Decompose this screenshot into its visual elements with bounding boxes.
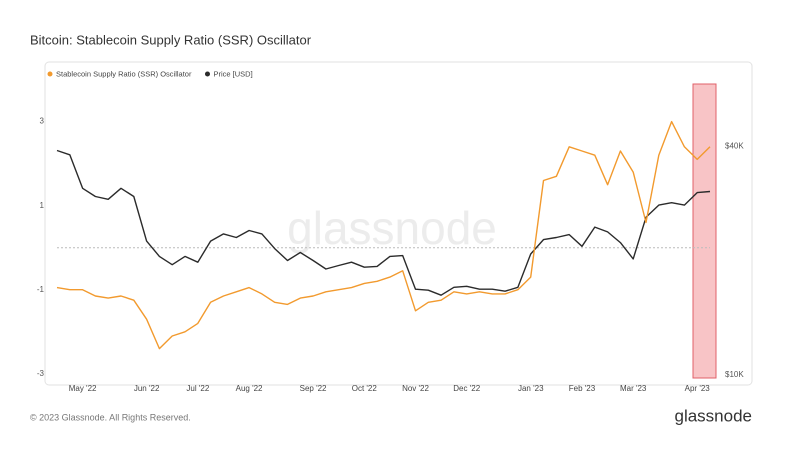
x-tick-label: Dec '22 — [453, 384, 480, 393]
footer: © 2023 Glassnode. All Rights Reserved. — [30, 412, 191, 422]
x-tick-label: Apr '23 — [685, 384, 711, 393]
highlight-region — [692, 83, 717, 379]
x-tick-label: May '22 — [69, 384, 97, 393]
chart-title: Bitcoin: Stablecoin Supply Ratio (SSR) O… — [30, 32, 312, 47]
legend: Stablecoin Supply Ratio (SSR) Oscillator… — [47, 69, 253, 78]
y-tick-label: -1 — [37, 285, 45, 294]
watermark: glassnode — [287, 202, 497, 254]
legend-marker — [47, 71, 53, 77]
legend-label: Stablecoin Supply Ratio (SSR) Oscillator — [56, 69, 192, 78]
x-tick-label: Jun '22 — [134, 384, 160, 393]
series-line — [56, 120, 711, 350]
series-line — [56, 149, 711, 296]
x-tick-label: Nov '22 — [402, 384, 429, 393]
legend-label: Price [USD] — [213, 69, 252, 78]
x-tick-label: Mar '23 — [620, 384, 647, 393]
y-tick-label: -3 — [37, 369, 45, 378]
chart-frame — [44, 61, 753, 386]
x-tick-label: Aug '22 — [236, 384, 263, 393]
y2-tick-label: $10K — [725, 370, 744, 379]
x-tick-label: Feb '23 — [569, 384, 596, 393]
x-tick-label: Oct '22 — [352, 384, 378, 393]
y-tick-label: 1 — [40, 201, 45, 210]
x-tick-label: Jan '23 — [518, 384, 544, 393]
legend-marker — [204, 71, 210, 77]
x-tick-label: Jul '22 — [186, 384, 209, 393]
x-tick-label: Sep '22 — [300, 384, 327, 393]
y-tick-label: 3 — [40, 117, 45, 126]
logo: glassnode — [674, 406, 752, 425]
y2-tick-label: $40K — [725, 141, 744, 150]
